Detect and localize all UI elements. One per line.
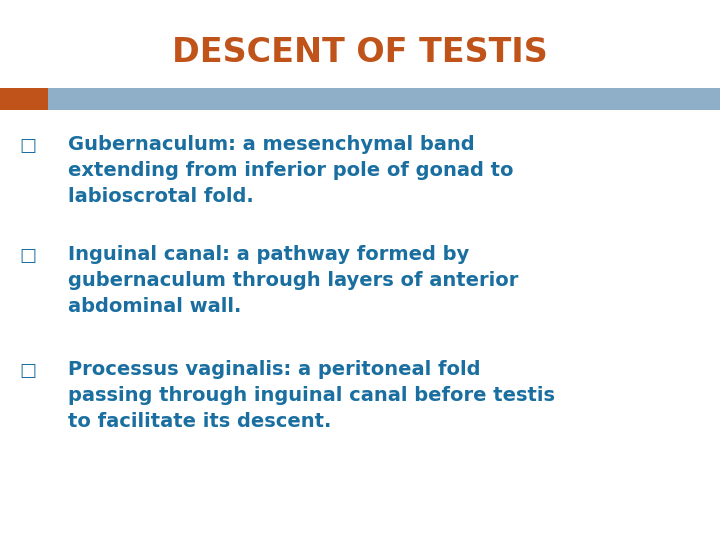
- Text: passing through inguinal canal before testis: passing through inguinal canal before te…: [68, 386, 555, 405]
- Text: to facilitate its descent.: to facilitate its descent.: [68, 412, 331, 431]
- Text: Gubernaculum: a mesenchymal band: Gubernaculum: a mesenchymal band: [68, 135, 474, 154]
- Text: □: □: [19, 247, 37, 265]
- Text: Inguinal canal: a pathway formed by: Inguinal canal: a pathway formed by: [68, 245, 469, 264]
- Text: DESCENT OF TESTIS: DESCENT OF TESTIS: [172, 36, 548, 69]
- Text: Processus vaginalis: a peritoneal fold: Processus vaginalis: a peritoneal fold: [68, 360, 480, 379]
- Text: abdominal wall.: abdominal wall.: [68, 297, 241, 316]
- Text: labioscrotal fold.: labioscrotal fold.: [68, 187, 253, 206]
- Bar: [48, 88, 720, 110]
- Text: gubernaculum through layers of anterior: gubernaculum through layers of anterior: [68, 271, 518, 290]
- Text: □: □: [19, 362, 37, 380]
- Text: □: □: [19, 137, 37, 155]
- Bar: [0, 88, 48, 110]
- Text: extending from inferior pole of gonad to: extending from inferior pole of gonad to: [68, 161, 513, 180]
